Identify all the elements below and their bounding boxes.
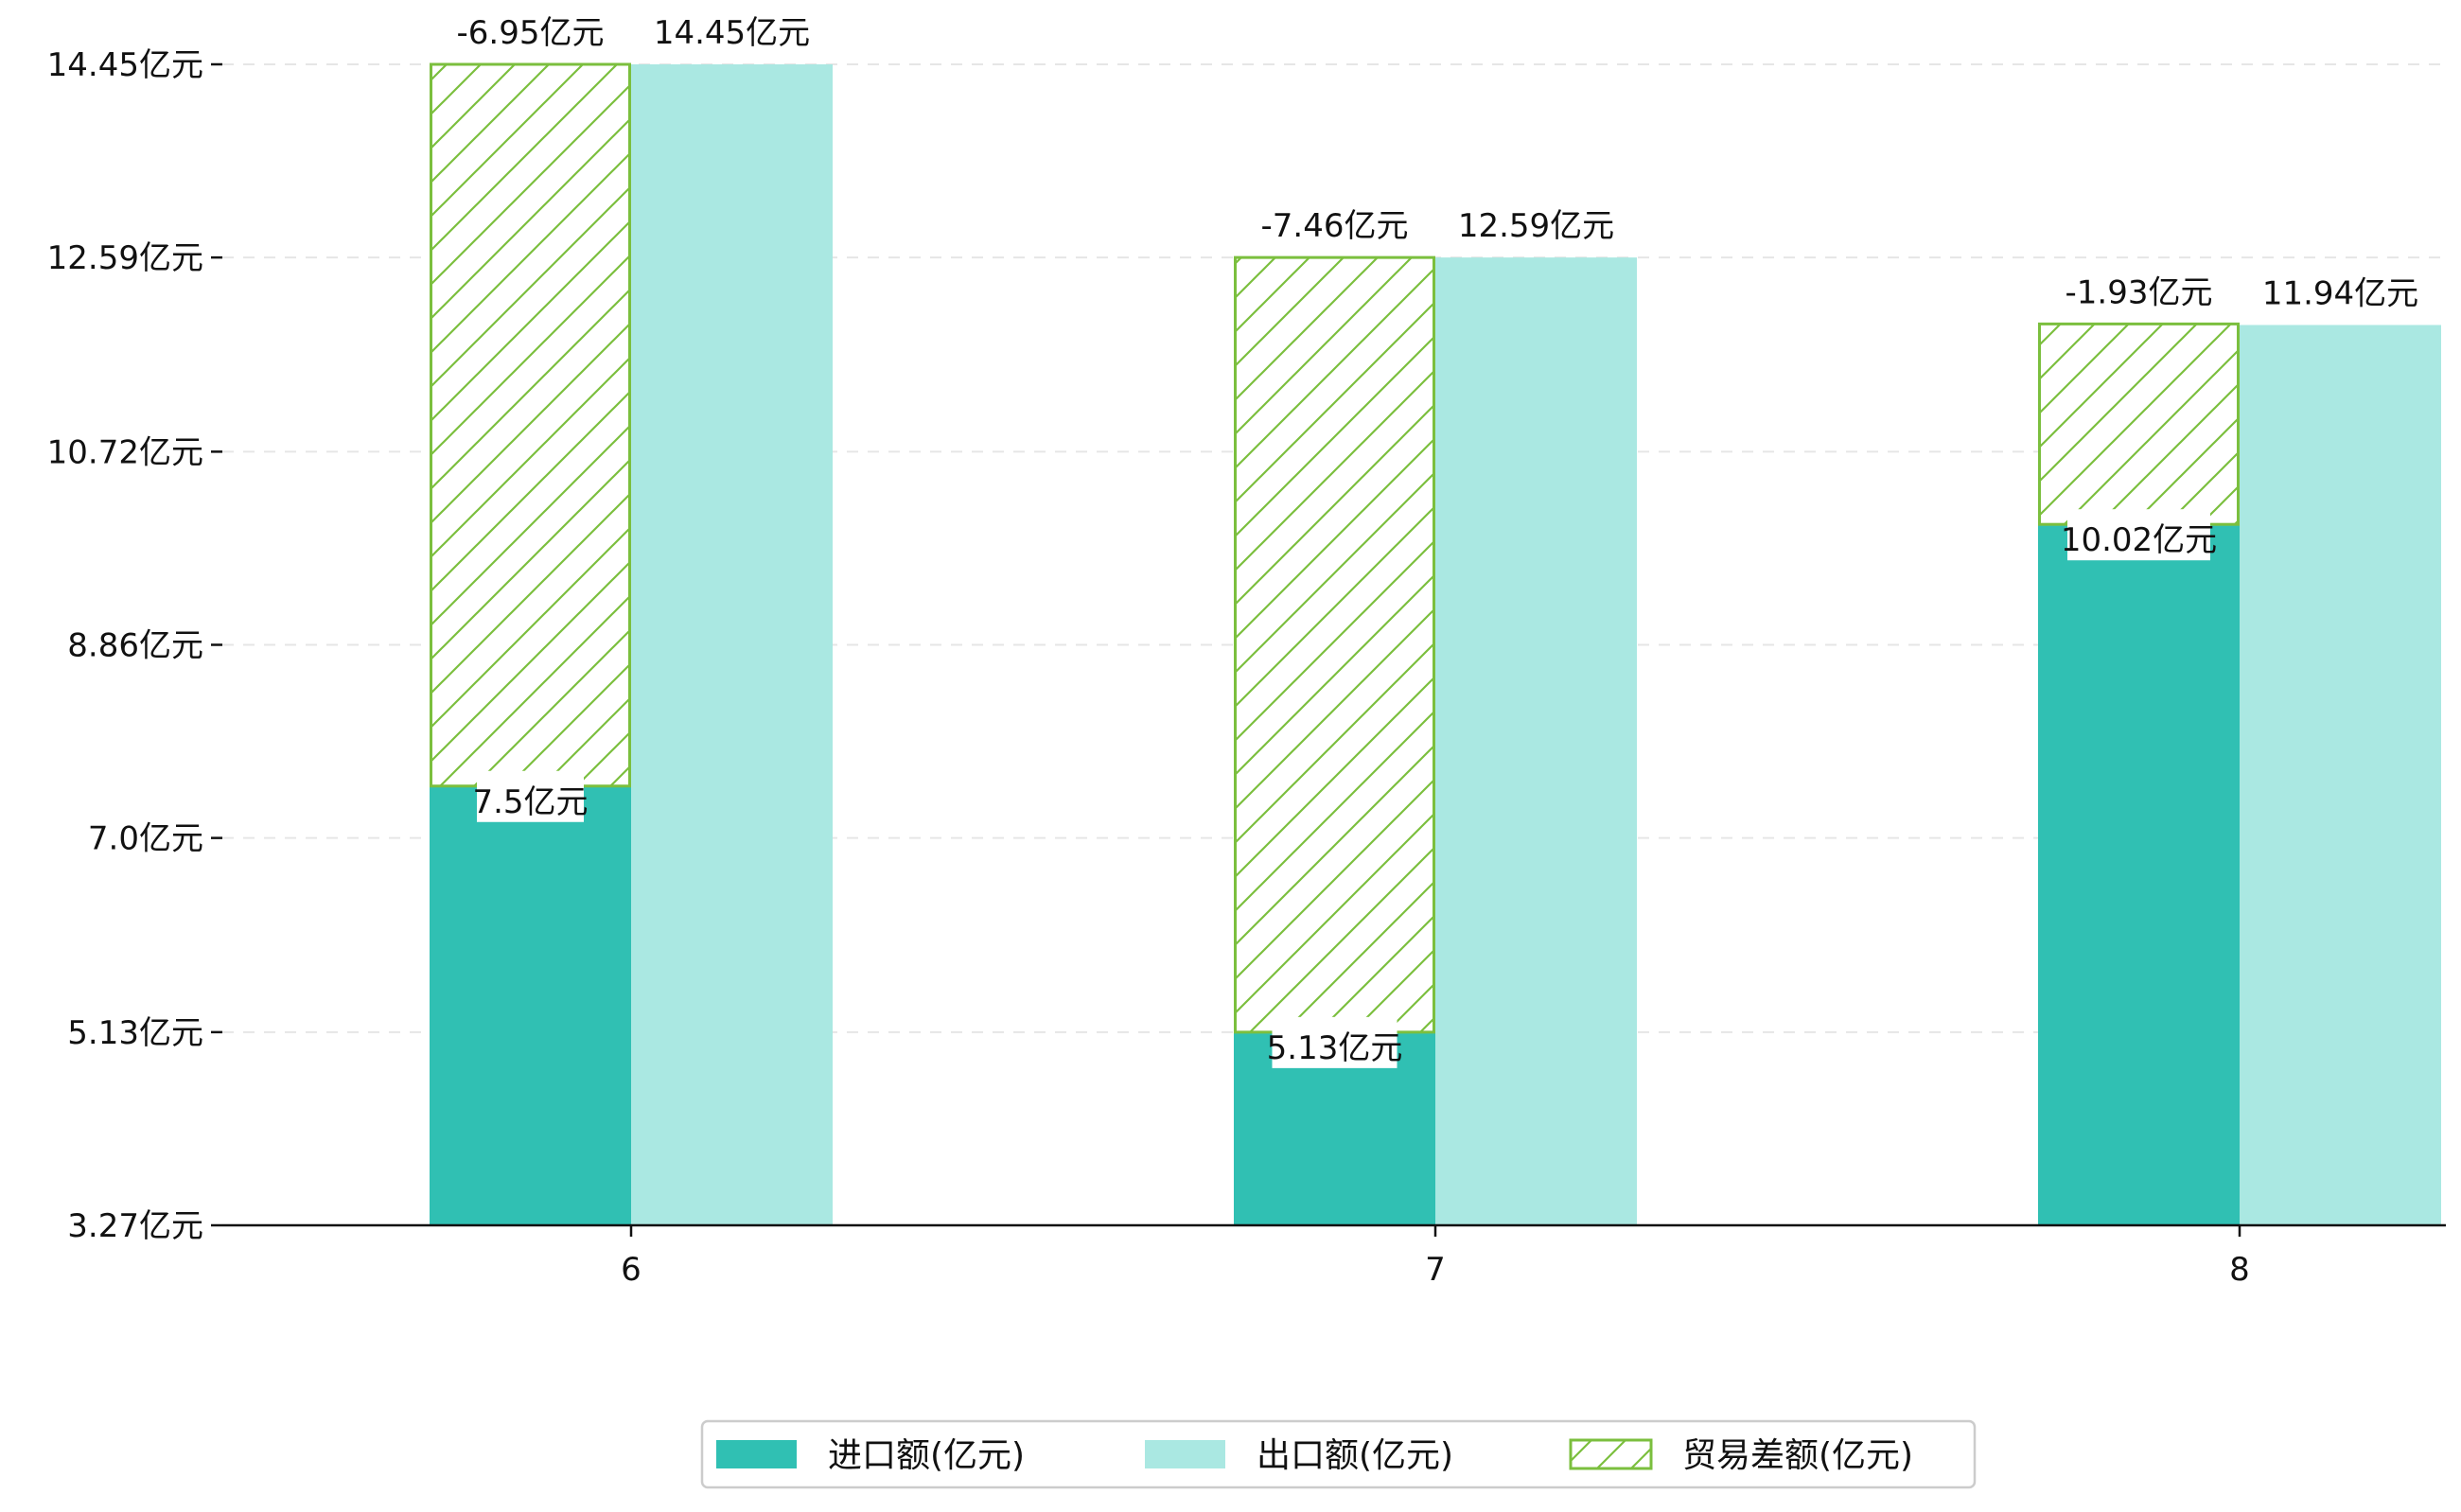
bar-export <box>631 64 833 1225</box>
import-value-label: 10.02亿元 <box>2061 521 2217 559</box>
y-tick-label: 5.13亿元 <box>67 1014 203 1052</box>
bar-trade-balance <box>1234 255 1435 1034</box>
import-value-label: 5.13亿元 <box>1267 1029 1403 1067</box>
x-tick-label: 7 <box>1425 1251 1446 1289</box>
import-value-label: 7.5亿元 <box>472 783 588 821</box>
legend-swatch-0 <box>716 1440 797 1468</box>
y-tick-label: 12.59亿元 <box>47 239 203 277</box>
x-tick-label: 6 <box>621 1251 642 1289</box>
legend-label-1: 出口额(亿元) <box>1257 1436 1453 1475</box>
bar-import <box>430 785 631 1225</box>
legend-swatch-2 <box>1569 1438 1653 1470</box>
bar-export <box>1435 257 1637 1225</box>
y-tick-label: 7.0亿元 <box>88 820 203 858</box>
y-tick-label: 3.27亿元 <box>67 1207 203 1245</box>
balance-value-label-bg <box>1263 195 1406 247</box>
bar-trade-balance <box>2038 322 2240 526</box>
bar-export <box>2240 325 2441 1225</box>
bar-import <box>2038 524 2240 1225</box>
bar-trade-balance <box>430 62 631 788</box>
import-value-label-bg <box>1272 1016 1397 1068</box>
import-value-label-bg <box>477 770 584 822</box>
y-tick-label: 8.86亿元 <box>67 627 203 665</box>
balance-value-label: -6.95亿元 <box>457 14 605 52</box>
balance-value-label-bg <box>2067 261 2210 313</box>
export-value-label: 14.45亿元 <box>654 14 810 52</box>
balance-value-label: -7.46亿元 <box>1261 207 1409 245</box>
import-value-label-bg <box>2067 509 2210 561</box>
x-tick-label: 8 <box>2229 1251 2250 1289</box>
balance-value-label: -1.93亿元 <box>2065 273 2213 311</box>
legend-label-2: 贸易差额(亿元) <box>1682 1436 1913 1475</box>
export-value-label: 12.59亿元 <box>1458 207 1614 245</box>
legend-swatch-1 <box>1145 1440 1225 1468</box>
legend-label-0: 进口额(亿元) <box>828 1436 1025 1475</box>
export-value-label: 11.94亿元 <box>2262 274 2418 312</box>
y-tick-label: 14.45亿元 <box>47 46 203 84</box>
legend-box <box>700 1419 1977 1489</box>
balance-value-label-bg <box>459 2 602 53</box>
y-tick-label: 10.72亿元 <box>47 433 203 471</box>
